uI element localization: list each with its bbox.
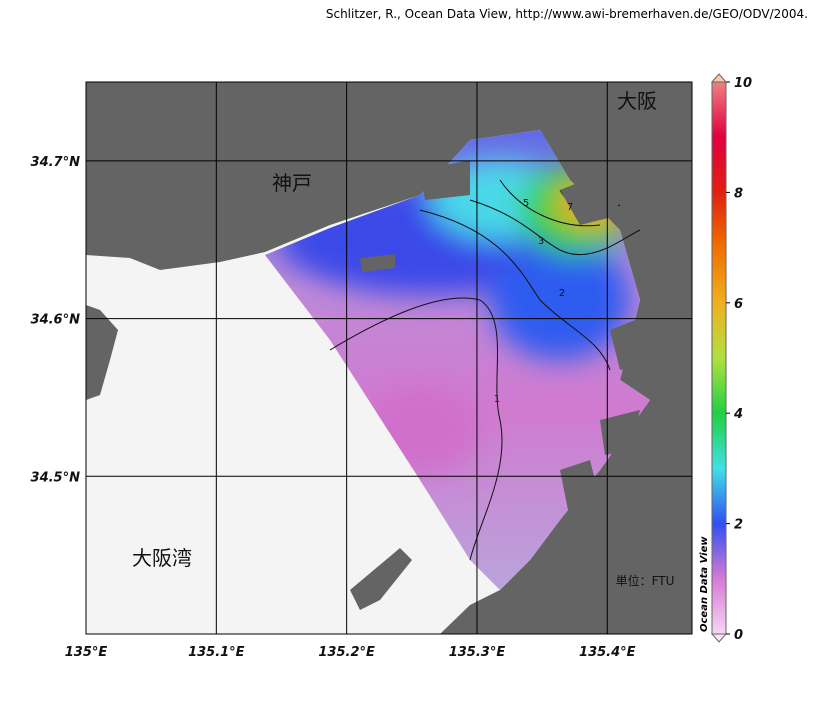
colorbar-tick-label: 4 (733, 407, 743, 422)
place-label: 大阪湾 (132, 546, 192, 570)
x-tick-label: 135.3°E (449, 645, 506, 660)
x-tick-label: 135.1°E (188, 645, 245, 660)
place-label: 大阪 (617, 89, 657, 113)
x-tick-label: 135.4°E (579, 645, 636, 660)
colorbar-tick-label: 6 (734, 297, 743, 312)
y-tick-label: 34.5°N (31, 470, 81, 485)
contour-label: 2 (559, 288, 565, 299)
contour-label: 7 (567, 202, 573, 213)
unit-label: 単位：FTU (616, 573, 675, 588)
land (86, 305, 118, 400)
contour-label: 1 (494, 394, 500, 405)
colorbar (711, 81, 727, 635)
islands (350, 160, 660, 610)
x-tick-label: 135.2°E (318, 645, 375, 660)
contour-label: 3 (538, 236, 544, 247)
colorbar-title: Ocean Data View (699, 536, 710, 632)
colorbar-arrow (710, 73, 728, 83)
contour-label: 5 (523, 198, 529, 209)
colorbar-tick-label: 10 (734, 76, 752, 91)
colorbar-tick-label: 8 (734, 186, 743, 201)
credit: Schlitzer, R., Ocean Data View, http://w… (326, 7, 808, 21)
colorbar-tick-label: 2 (734, 518, 743, 533)
colorbar-tick-label: 0 (734, 628, 743, 643)
map-frame (85, 81, 693, 635)
colorbar-arrow (710, 633, 728, 643)
x-tick-label: 135°E (65, 645, 108, 660)
place-label: 神戸 (272, 171, 312, 195)
y-tick-label: 34.7°N (31, 155, 81, 170)
map-area (86, 82, 692, 634)
y-tick-label: 34.6°N (31, 313, 81, 328)
